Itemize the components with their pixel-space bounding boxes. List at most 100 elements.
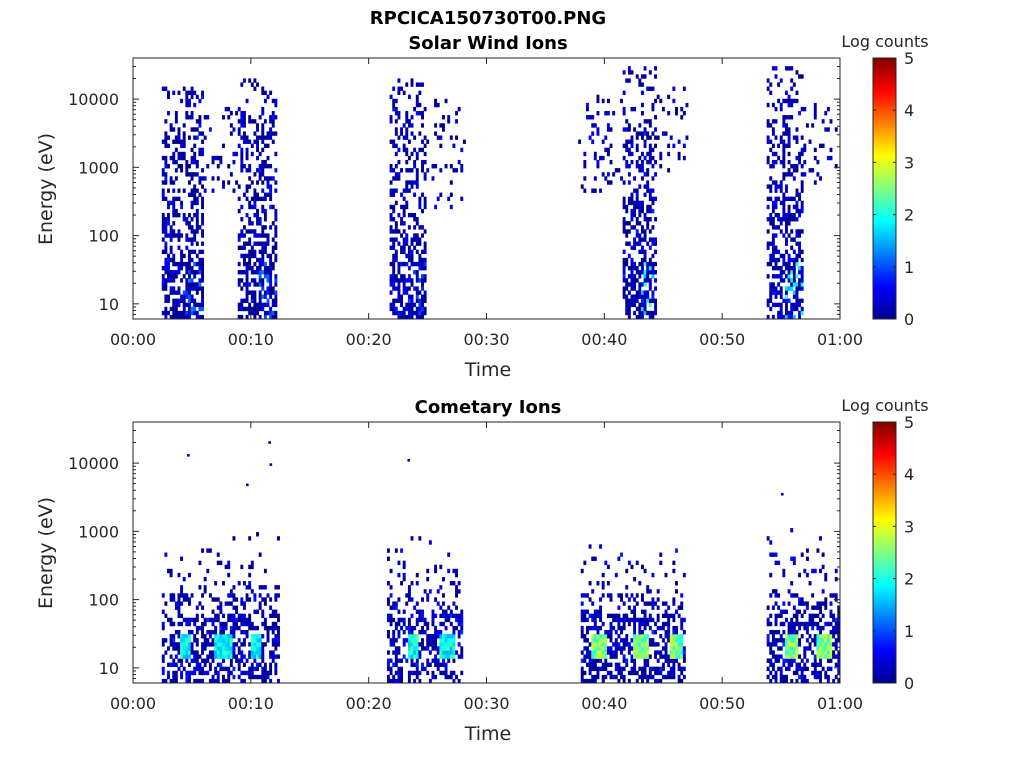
heatmap-cell bbox=[394, 548, 398, 553]
heatmap-cell bbox=[800, 621, 804, 627]
heatmap-cell bbox=[240, 617, 244, 623]
heatmap-cell bbox=[785, 638, 788, 643]
heatmap-cell bbox=[198, 249, 202, 255]
heatmap-cell bbox=[421, 208, 424, 214]
heatmap-cell bbox=[837, 609, 841, 614]
heatmap-cell bbox=[824, 601, 828, 606]
heatmap-cell bbox=[777, 666, 781, 672]
heatmap-cell bbox=[187, 135, 191, 140]
heatmap-cell bbox=[452, 568, 456, 574]
heatmap-cell bbox=[421, 265, 424, 271]
heatmap-cell bbox=[779, 670, 783, 676]
heatmap-cell bbox=[638, 78, 642, 83]
heatmap-cell bbox=[447, 115, 451, 120]
heatmap-cell bbox=[167, 674, 170, 680]
heatmap-cell bbox=[394, 253, 398, 259]
heatmap-cell bbox=[680, 593, 684, 598]
heatmap-cell bbox=[164, 638, 168, 643]
heatmap-cell bbox=[185, 115, 189, 120]
heatmap-cell bbox=[787, 274, 791, 279]
heatmap-cell bbox=[782, 159, 786, 165]
heatmap-cell bbox=[622, 106, 626, 112]
heatmap-cell bbox=[229, 111, 233, 116]
heatmap-cell bbox=[169, 597, 173, 602]
heatmap-cell bbox=[819, 638, 822, 643]
heatmap-cell bbox=[785, 217, 788, 222]
heatmap-cell bbox=[250, 589, 254, 594]
heatmap-cell bbox=[599, 625, 603, 631]
heatmap-cell bbox=[813, 658, 817, 663]
heatmap-cell bbox=[606, 593, 610, 598]
heatmap-cell bbox=[394, 221, 398, 226]
heatmap-cell bbox=[397, 617, 401, 623]
heatmap-cell bbox=[643, 274, 647, 279]
heatmap-cell bbox=[269, 678, 273, 684]
heatmap-cell bbox=[190, 241, 194, 246]
heatmap-cell bbox=[771, 208, 775, 214]
heatmap-cell bbox=[800, 200, 804, 206]
heatmap-cell bbox=[187, 237, 191, 242]
heatmap-cell bbox=[441, 658, 445, 663]
heatmap-cell bbox=[792, 98, 796, 104]
heatmap-cell bbox=[591, 613, 595, 619]
heatmap-cell bbox=[782, 674, 786, 680]
heatmap-cell bbox=[654, 237, 658, 242]
heatmap-cell bbox=[219, 621, 223, 627]
heatmap-cell bbox=[805, 572, 809, 578]
heatmap-cell bbox=[418, 200, 422, 206]
heatmap-cell bbox=[164, 229, 168, 234]
heatmap-cell bbox=[643, 119, 647, 124]
heatmap-cell bbox=[779, 139, 783, 144]
heatmap-cell bbox=[201, 306, 204, 312]
heatmap-cell bbox=[245, 241, 249, 246]
heatmap-cell bbox=[203, 621, 207, 627]
heatmap-cell bbox=[824, 127, 828, 132]
heatmap-cell bbox=[633, 670, 637, 676]
heatmap-cell bbox=[654, 115, 658, 120]
heatmap-cell bbox=[633, 302, 637, 308]
heatmap-cell bbox=[266, 265, 270, 271]
heatmap-cell bbox=[630, 609, 634, 614]
heatmap-cell bbox=[627, 180, 631, 185]
heatmap-cell bbox=[646, 294, 650, 299]
heatmap-cell bbox=[832, 593, 836, 598]
heatmap-cell bbox=[588, 658, 592, 663]
heatmap-cell bbox=[423, 265, 427, 271]
heatmap-cell bbox=[771, 164, 775, 169]
heatmap-cell bbox=[405, 290, 409, 295]
colorbar-tick-label: 3 bbox=[904, 517, 914, 536]
heatmap-cell bbox=[638, 282, 642, 287]
heatmap-cell bbox=[387, 650, 390, 655]
heatmap-cell bbox=[640, 261, 644, 267]
heatmap-cell bbox=[258, 306, 262, 312]
heatmap-cell bbox=[418, 654, 422, 659]
heatmap-cell bbox=[782, 257, 786, 263]
heatmap-cell bbox=[436, 666, 440, 672]
heatmap-cell bbox=[452, 642, 456, 647]
heatmap-cell bbox=[269, 119, 273, 124]
heatmap-cell bbox=[240, 621, 244, 627]
heatmap-cell bbox=[245, 135, 249, 140]
heatmap-cell bbox=[229, 629, 233, 635]
heatmap-cell bbox=[614, 613, 618, 619]
heatmap-cell bbox=[648, 674, 652, 680]
heatmap-cell bbox=[161, 221, 165, 226]
heatmap-cell bbox=[211, 159, 215, 165]
heatmap-cell bbox=[410, 306, 414, 312]
heatmap-cell bbox=[648, 123, 652, 128]
heatmap-cell bbox=[256, 221, 259, 226]
heatmap-cell bbox=[792, 560, 796, 566]
heatmap-cell bbox=[651, 290, 655, 295]
heatmap-cell bbox=[622, 90, 626, 96]
heatmap-cell bbox=[266, 192, 270, 197]
heatmap-cell bbox=[777, 212, 781, 218]
heatmap-cell bbox=[646, 184, 650, 189]
heatmap-cell bbox=[640, 650, 644, 655]
heatmap-cell bbox=[250, 625, 254, 631]
heatmap-cell bbox=[177, 265, 181, 271]
heatmap-cell bbox=[407, 298, 411, 303]
heatmap-cell bbox=[389, 290, 393, 295]
heatmap-cell bbox=[627, 282, 631, 287]
heatmap-cell bbox=[211, 638, 215, 643]
